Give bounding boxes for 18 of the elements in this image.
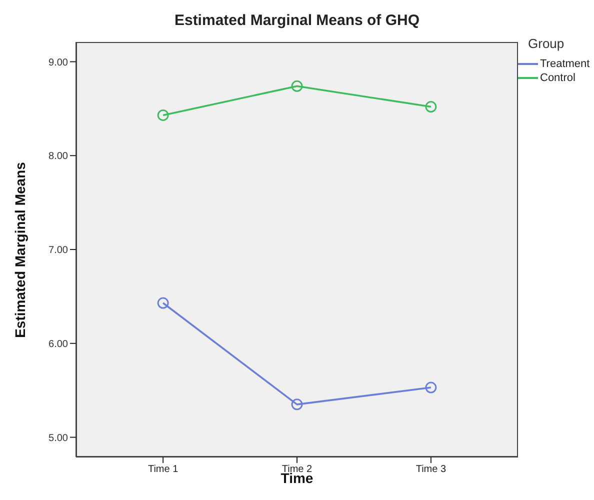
y-tick-label: 6.00: [48, 338, 68, 350]
y-tick-label: 8.00: [48, 151, 68, 162]
legend-label: Treatment: [540, 57, 590, 71]
x-tick-label: Time 1: [148, 464, 179, 476]
y-tick-label: 5.00: [48, 432, 68, 444]
point: [157, 297, 169, 309]
legend-label: Control: [540, 71, 576, 85]
chart-title: Estimated Marginal Means of GHQ: [173, 12, 421, 29]
point: [425, 382, 437, 394]
point: [425, 101, 437, 113]
point: [291, 80, 303, 92]
y-tick-label: 7.00: [48, 245, 68, 256]
y-tick-label: 9.00: [48, 57, 68, 68]
point: [291, 398, 303, 410]
y-axis-title: Estimated Marginal Means: [12, 162, 28, 338]
point: [157, 109, 169, 121]
legend-title: Group: [528, 36, 566, 51]
x-tick-label: Time 3: [416, 464, 446, 476]
